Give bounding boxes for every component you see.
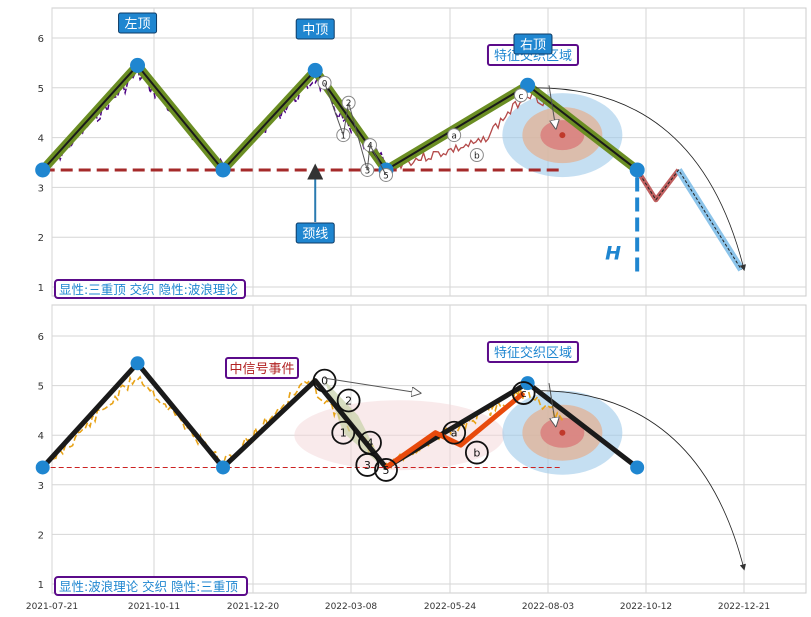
wave-label: 2	[345, 394, 352, 407]
peak-marker	[629, 162, 645, 178]
top-legend-box	[54, 279, 246, 299]
neckline-label-box	[295, 222, 335, 244]
region-label-box	[486, 341, 579, 363]
y-tick-label: 5	[38, 382, 44, 393]
wave-circle	[442, 420, 467, 445]
x-tick-label: 2021-12-20	[227, 602, 280, 612]
projection-line-dash	[636, 169, 742, 270]
bottom-legend-box	[54, 576, 248, 596]
wave-circle	[469, 148, 484, 163]
wave-circle	[358, 430, 382, 455]
region-label: 特征交织区域	[494, 48, 572, 64]
wave-circle	[331, 420, 356, 445]
mid-top-label: 中顶	[302, 23, 328, 38]
wave-circle	[374, 458, 398, 482]
mid-top-label-box	[295, 18, 335, 40]
y-tick-label: 6	[38, 332, 44, 343]
bottom-legend: 显性:波浪理论 交织 隐性:三重顶	[59, 579, 238, 594]
event-pointer-arrow	[324, 377, 420, 393]
y-tick-label: 3	[38, 481, 44, 492]
y-tick-label: 3	[38, 183, 44, 194]
wave-label: 4	[366, 437, 373, 450]
y-tick-label: 4	[38, 134, 44, 145]
peak-marker	[630, 460, 645, 475]
wave-label: 3	[364, 166, 370, 176]
event-label: 中信号事件	[229, 362, 294, 377]
x-axis: 2021-07-21 2021-10-11 2021-12-20 2022-03-08…	[26, 602, 770, 612]
x-tick-label: 2021-10-11	[128, 602, 180, 612]
peak-marker	[130, 57, 146, 73]
y-tick-label: 2	[38, 530, 44, 541]
wave-label: c	[521, 387, 527, 400]
region-label: 特征交织区域	[494, 345, 572, 361]
wave-label: a	[451, 427, 458, 440]
top-legend: 显性:三重顶 交织 隐性:波浪理论	[59, 282, 238, 297]
event-label-box	[225, 357, 299, 379]
wave-circle	[513, 88, 528, 103]
wave-label: b	[473, 447, 480, 460]
projection-curve-arrow	[535, 87, 746, 272]
wave-label: 0	[321, 375, 328, 388]
right-top-label-box	[513, 33, 553, 55]
wave-circle	[379, 167, 394, 182]
y-tick-label: 2	[38, 233, 44, 244]
wave-label: b	[474, 152, 480, 162]
x-tick-label: 2021-07-21	[26, 602, 78, 612]
y-tick-label: 6	[38, 34, 44, 45]
wave-circle	[447, 128, 462, 143]
wave-circle	[336, 388, 361, 413]
wave-label: 1	[340, 427, 347, 440]
x-tick-label: 2022-10-12	[620, 602, 672, 612]
region-center-dot	[559, 429, 566, 436]
y-tick-label: 1	[38, 283, 44, 294]
region-pointer-arrow	[548, 85, 556, 127]
wave-label: 1	[340, 132, 346, 142]
price-line	[42, 375, 564, 474]
wave-label: 5	[383, 171, 389, 181]
region-center-dot	[559, 132, 566, 139]
left-top-label-box	[118, 12, 158, 34]
peak-marker	[307, 62, 323, 78]
plot-area	[51, 7, 807, 297]
wave-label: 3	[364, 459, 371, 472]
neckline-label: 颈线	[302, 227, 328, 242]
y-tick-label: 1	[38, 580, 44, 591]
peak-marker	[35, 162, 51, 178]
wave-abc-line	[384, 391, 526, 470]
x-tick-label: 2022-03-08	[325, 602, 378, 612]
left-top-label: 左顶	[125, 17, 151, 32]
x-tick-label: 2022-12-21	[718, 602, 770, 612]
wave-circle	[312, 368, 337, 393]
y-tick-label: 4	[38, 431, 44, 442]
x-tick-label: 2022-05-24	[424, 602, 477, 612]
region-pointer-arrow	[548, 383, 556, 425]
peak-marker	[35, 460, 50, 475]
x-tick-label: 2022-08-03	[522, 602, 574, 612]
peak-marker	[216, 460, 231, 475]
wave-circle	[511, 381, 536, 405]
projection-curve-arrow	[535, 390, 746, 571]
wave-line-thin	[324, 82, 387, 176]
wave-label: a	[451, 132, 457, 142]
wave-label: c	[518, 92, 523, 102]
h-label: H	[605, 243, 621, 265]
y-tick-label: 5	[38, 84, 44, 95]
wave-label: 5	[383, 464, 390, 477]
wave-circle	[464, 440, 489, 465]
right-top-label: 右顶	[520, 38, 546, 53]
peak-marker	[130, 356, 145, 371]
peak-marker	[215, 162, 231, 178]
